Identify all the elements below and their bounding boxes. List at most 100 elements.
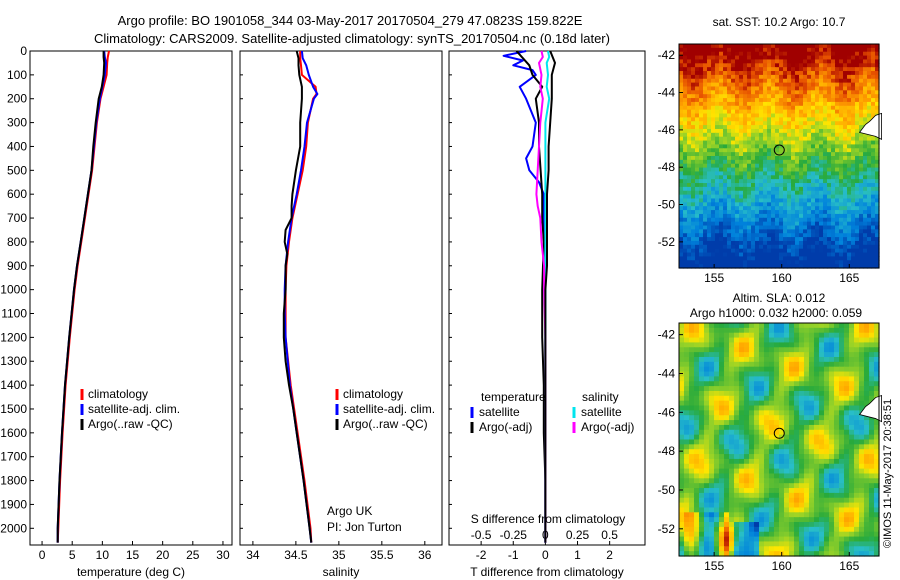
- map-cell: [719, 415, 725, 421]
- map-cell: [843, 175, 848, 180]
- map-cell: [799, 454, 805, 460]
- map-cell: [759, 171, 764, 176]
- map-cell: [764, 439, 770, 445]
- map-cell: [731, 55, 736, 61]
- map-cell: [811, 71, 816, 76]
- map-cell: [699, 55, 704, 61]
- map-cell: [695, 179, 700, 184]
- map-cell: [814, 512, 820, 518]
- map-cell: [759, 492, 765, 499]
- map-cell: [839, 248, 844, 254]
- map-cell: [734, 332, 740, 339]
- map-cell: [774, 405, 780, 411]
- map-cell: [869, 488, 875, 494]
- map-cell: [859, 429, 865, 436]
- map-cell: [814, 463, 820, 470]
- map-cell: [811, 198, 816, 203]
- map-cell: [723, 90, 728, 95]
- map-cell: [775, 194, 780, 200]
- map-cell: [679, 183, 684, 188]
- map-cell: [791, 55, 796, 61]
- map-cell: [719, 202, 724, 207]
- map-cell: [763, 109, 768, 115]
- map-cell: [803, 140, 808, 146]
- map-cell: [764, 410, 770, 416]
- map-cell: [711, 225, 716, 230]
- map-cell: [783, 225, 788, 230]
- map-cell: [744, 390, 750, 397]
- map-cell: [847, 74, 852, 80]
- map-cell: [759, 240, 764, 246]
- map-cell: [749, 337, 755, 344]
- map-cell: [739, 248, 744, 254]
- map-cell: [864, 468, 870, 475]
- map-cell: [875, 140, 880, 146]
- map-cell: [763, 233, 768, 238]
- map-cell: [819, 264, 824, 269]
- map-cell: [771, 152, 776, 157]
- map-cell: [803, 240, 808, 246]
- map-cell: [739, 71, 744, 76]
- map-cell: [723, 105, 728, 111]
- map-cell: [824, 478, 830, 484]
- map-cell: [695, 144, 700, 149]
- map-cell: [687, 59, 692, 64]
- map-cell: [824, 381, 830, 387]
- map-cell: [799, 468, 805, 475]
- map-cell: [867, 86, 872, 91]
- map-cell: [874, 332, 880, 339]
- map-cell: [804, 361, 810, 368]
- map-cell: [695, 63, 700, 68]
- map-cell: [711, 202, 716, 207]
- map-cell: [855, 225, 860, 230]
- map-cell: [799, 194, 804, 200]
- map-cell: [819, 492, 825, 499]
- map-cell: [734, 337, 740, 344]
- map-cell: [829, 381, 835, 387]
- map-cell: [807, 86, 812, 91]
- map-cell: [704, 395, 710, 402]
- map-cell: [703, 117, 708, 122]
- map-cell: [775, 210, 780, 215]
- map-cell: [779, 502, 785, 509]
- map-cell: [849, 386, 855, 392]
- map-cell: [767, 229, 772, 234]
- map-cell: [799, 117, 804, 122]
- map-cell: [763, 256, 768, 261]
- map-cell: [679, 148, 684, 153]
- map-cell: [807, 198, 812, 203]
- map-cell: [854, 492, 860, 499]
- map-cell: [775, 125, 780, 130]
- map-cell: [835, 163, 840, 169]
- map-cell: [855, 179, 860, 184]
- map-cell: [723, 98, 728, 103]
- map-cell: [839, 190, 844, 196]
- map-cell: [863, 194, 868, 200]
- map-cell: [679, 132, 684, 138]
- map-cell: [723, 47, 728, 53]
- map-cell: [843, 59, 848, 64]
- map-cell: [724, 526, 730, 533]
- map-cell: [811, 194, 816, 200]
- map-cell: [811, 113, 816, 118]
- map-cell: [709, 512, 715, 518]
- map-cell: [867, 264, 872, 269]
- map-cell: [839, 449, 845, 455]
- map-cell: [829, 434, 835, 441]
- map-cell: [803, 179, 808, 184]
- map-cell: [743, 63, 748, 68]
- map-cell: [715, 244, 720, 250]
- map-cell: [871, 217, 876, 223]
- map-cell: [774, 429, 780, 436]
- map-cell: [827, 109, 832, 115]
- map-cell: [759, 517, 765, 523]
- map-cell: [867, 94, 872, 99]
- map-cell: [687, 74, 692, 80]
- map-cell: [731, 163, 736, 169]
- map-cell: [809, 323, 815, 329]
- map-cell: [829, 468, 835, 475]
- map-cell: [751, 140, 756, 146]
- map-cell: [731, 59, 736, 64]
- map-cell: [715, 264, 720, 269]
- map-cell: [779, 105, 784, 111]
